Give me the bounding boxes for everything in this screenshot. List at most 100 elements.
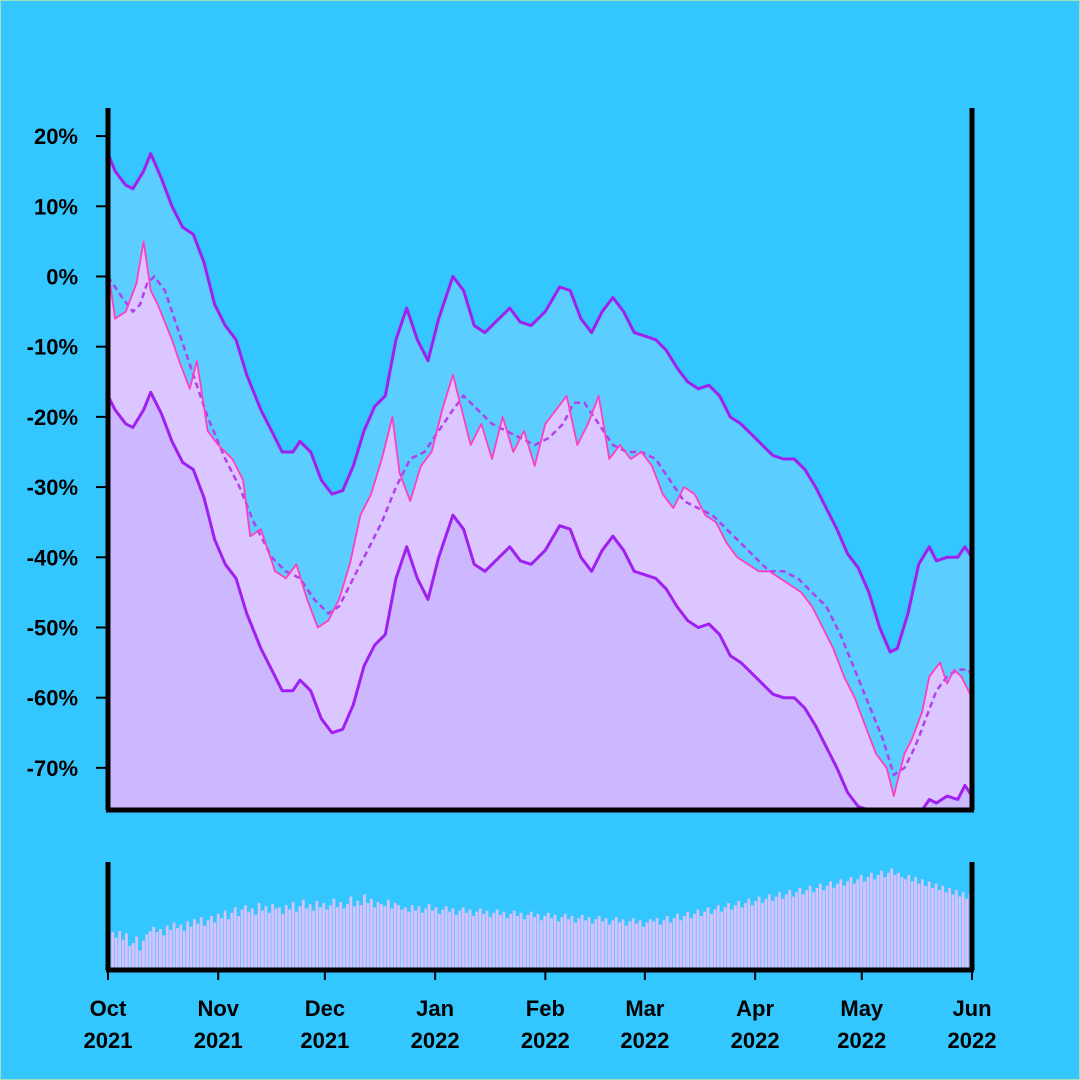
volume-bar: [356, 900, 360, 970]
volume-bar: [240, 909, 244, 970]
volume-bar: [866, 877, 870, 970]
y-tick-label: -30%: [27, 475, 78, 500]
volume-bar: [448, 911, 451, 970]
volume-bar: [846, 881, 849, 970]
volume-bar: [482, 913, 485, 970]
volume-bar: [818, 883, 822, 970]
volume-bar: [165, 925, 169, 970]
volume-bar: [227, 919, 230, 970]
volume-bar: [376, 901, 380, 970]
volume-bar: [274, 908, 278, 970]
volume-bar: [342, 908, 346, 970]
y-tick-label: 20%: [34, 124, 78, 149]
volume-bar: [135, 936, 139, 970]
y-tick-label: 10%: [34, 194, 78, 219]
volume-bar: [441, 909, 445, 970]
volume-bar: [308, 904, 312, 970]
volume-bar: [471, 916, 475, 970]
volume-bar: [142, 940, 145, 970]
volume-bar: [189, 926, 193, 970]
y-tick-label: -60%: [27, 686, 78, 711]
volume-bar: [526, 914, 530, 970]
volume-bar: [941, 885, 945, 970]
volume-bar: [502, 911, 506, 970]
volume-bar: [516, 916, 519, 970]
volume-bar: [924, 885, 928, 970]
volume-bar: [373, 907, 377, 970]
volume-bar: [931, 887, 934, 970]
volume-bar: [155, 932, 159, 970]
volume-bar: [808, 885, 812, 970]
volume-bar: [754, 900, 758, 970]
volume-bar: [553, 914, 557, 970]
volume-bar: [543, 916, 547, 970]
volume-bar: [261, 910, 264, 970]
volume-bar: [254, 914, 258, 970]
volume-bar: [301, 899, 305, 970]
volume-bar: [315, 900, 319, 970]
x-tick-month: Mar: [625, 996, 665, 1021]
volume-bar: [686, 911, 690, 970]
volume-bar: [669, 922, 673, 970]
volume-bar: [822, 890, 826, 970]
volume-bar: [767, 894, 771, 970]
volume-bar: [917, 883, 921, 970]
volume-bar: [693, 913, 696, 970]
volume-bar: [791, 896, 795, 970]
volume-bar: [625, 925, 628, 970]
volume-bar: [859, 874, 863, 970]
volume-bar: [267, 912, 271, 970]
y-tick-label: -20%: [27, 405, 78, 430]
volume-bar: [220, 918, 224, 970]
volume-bar: [359, 905, 363, 970]
volume-bar: [230, 912, 234, 970]
volume-bar: [910, 881, 914, 970]
volume-bar: [444, 906, 448, 970]
volume-bar: [172, 922, 176, 970]
y-tick-label: -40%: [27, 545, 78, 570]
volume-bar: [271, 904, 275, 970]
x-axis: Oct 2021 Nov 2021 Dec 2021 Jan 2022 Feb 2022 Mar 20…: [84, 970, 996, 1053]
volume-bar: [621, 919, 625, 970]
volume-bar: [369, 898, 373, 970]
volume-bar: [951, 894, 955, 970]
volume-bar: [737, 900, 741, 970]
volume-bar: [880, 870, 883, 970]
volume-bar: [937, 890, 941, 970]
volume-bar: [720, 911, 724, 970]
volume-bar: [900, 877, 904, 970]
volume-bar: [897, 872, 900, 970]
volume-bar: [927, 881, 931, 970]
volume-bar: [152, 926, 156, 970]
volume-bar: [114, 937, 118, 970]
volume-bar: [335, 907, 339, 970]
volume-bar: [795, 892, 798, 970]
volume-bar: [689, 918, 693, 970]
volume-panel: [105, 862, 975, 973]
volume-bar: [574, 922, 577, 970]
volume-bar: [580, 914, 584, 970]
volume-bar: [703, 911, 707, 970]
volume-bar: [958, 896, 962, 970]
volume-bar: [801, 894, 805, 970]
y-tick-label: 0%: [46, 264, 78, 289]
volume-bar: [159, 928, 162, 970]
x-tick-year: 2021: [194, 1028, 243, 1053]
volume-bar: [186, 921, 190, 970]
volume-bar: [934, 883, 938, 970]
volume-bar: [839, 879, 843, 970]
volume-bar: [628, 921, 632, 970]
volume-bar: [829, 881, 832, 970]
volume-bar: [145, 934, 149, 970]
volume-bar: [533, 917, 536, 970]
volume-bar: [744, 903, 747, 970]
volume-bar: [206, 920, 210, 970]
volume-bar: [778, 892, 781, 970]
moving-average-line: [108, 274, 972, 777]
volume-bar: [288, 909, 292, 970]
volume-bar: [594, 919, 598, 970]
volume-bar: [730, 909, 734, 970]
volume-bar: [182, 931, 186, 970]
volume-bar: [652, 921, 656, 970]
volume-bar: [863, 881, 866, 970]
